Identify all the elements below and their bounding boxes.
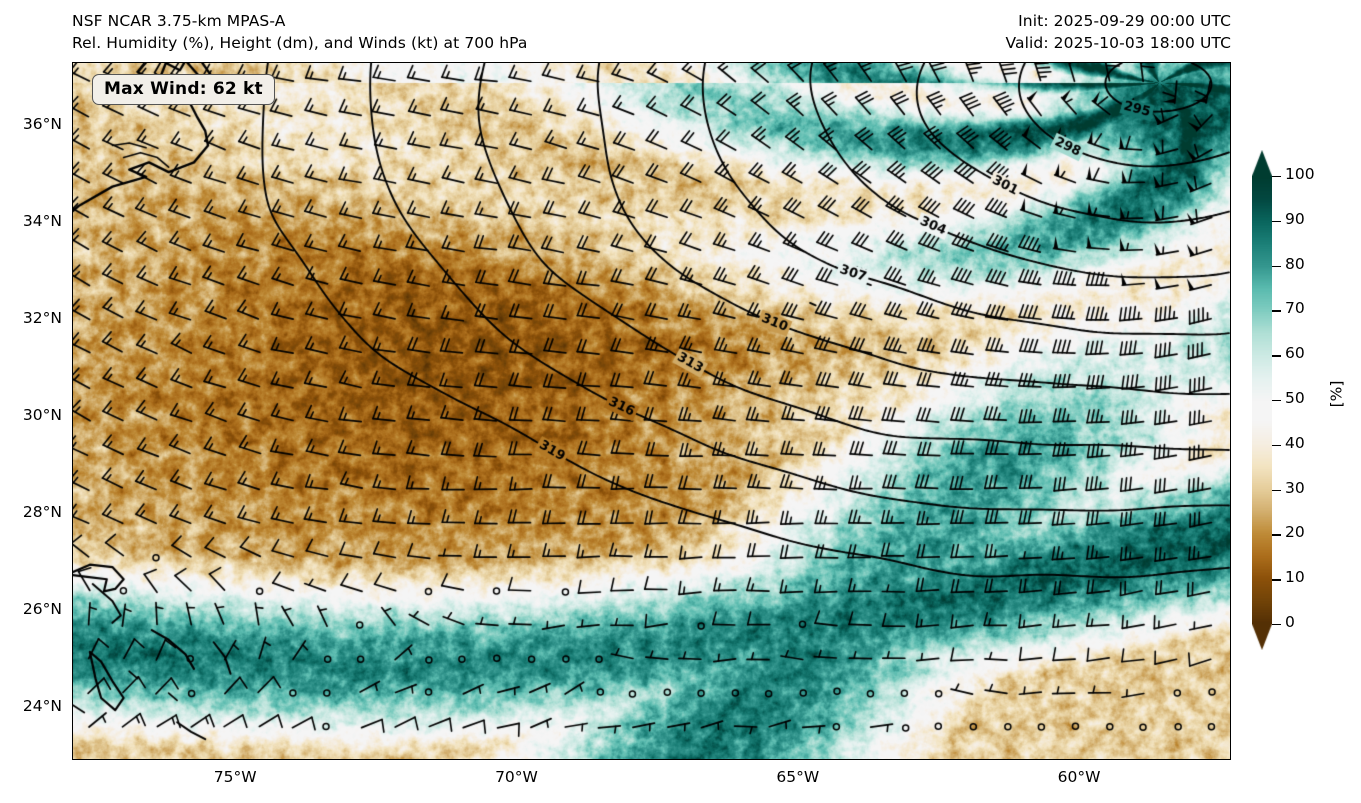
figure-title-line2: Rel. Humidity (%), Height (dm), and Wind…: [72, 34, 528, 52]
lat-tick-label: 30°N: [22, 405, 62, 424]
colorbar-extend-bottom-icon: [1252, 624, 1272, 650]
map-plot-area: [72, 62, 1231, 760]
init-time-label: Init: 2025-09-29 00:00 UTC: [1018, 12, 1231, 30]
humidity-field-canvas: [73, 63, 1230, 759]
colorbar-gradient: [1252, 176, 1272, 624]
lat-tick-label: 28°N: [22, 502, 62, 521]
colorbar-tick: [1272, 579, 1281, 581]
colorbar-tick-label: 60: [1285, 344, 1305, 363]
colorbar-top-triangle: [1252, 150, 1272, 176]
colorbar-tick-label: 40: [1285, 433, 1305, 452]
colorbar-tick-label: 0: [1285, 613, 1295, 631]
valid-time-label: Valid: 2025-10-03 18:00 UTC: [1005, 34, 1231, 52]
lat-tick-label: 26°N: [22, 599, 62, 618]
colorbar-extend-top-icon: [1252, 150, 1272, 176]
colorbar-tick-label: 10: [1285, 568, 1305, 587]
lon-tick-label: 75°W: [213, 768, 257, 786]
colorbar-tick: [1272, 310, 1281, 312]
colorbar-tick: [1272, 220, 1281, 223]
colorbar-bottom-triangle: [1252, 624, 1272, 650]
colorbar-tick: [1272, 400, 1281, 402]
colorbar-unit-label: [%]: [1327, 380, 1346, 408]
colorbar-tick-label: 90: [1285, 209, 1305, 228]
colorbar-tick: [1272, 355, 1281, 357]
lat-tick-label: 36°N: [22, 115, 62, 133]
lat-tick-label: 34°N: [22, 211, 62, 230]
max-wind-annotation: Max Wind: 62 kt: [92, 74, 275, 105]
colorbar-tick-label: 100: [1285, 165, 1315, 183]
lon-tick-label: 65°W: [776, 768, 820, 786]
colorbar-tick-label: 50: [1285, 389, 1305, 407]
colorbar-tick: [1272, 176, 1281, 178]
colorbar-tick: [1272, 489, 1281, 491]
colorbar-tick-label: 70: [1285, 299, 1305, 318]
lat-tick-label: 32°N: [22, 308, 62, 327]
colorbar: [1252, 176, 1272, 624]
lat-tick-label: 24°N: [22, 696, 62, 715]
colorbar-tick: [1272, 534, 1281, 536]
colorbar-tick: [1272, 444, 1281, 447]
colorbar-tick-label: 20: [1285, 523, 1305, 542]
colorbar-tick: [1272, 265, 1281, 267]
colorbar-tick-label: 30: [1285, 478, 1305, 497]
colorbar-tick-label: 80: [1285, 254, 1305, 273]
figure-title-line1: NSF NCAR 3.75-km MPAS-A: [72, 12, 286, 30]
colorbar-tick: [1272, 624, 1281, 626]
lon-tick-label: 70°W: [495, 768, 538, 786]
lon-tick-label: 60°W: [1057, 768, 1101, 786]
